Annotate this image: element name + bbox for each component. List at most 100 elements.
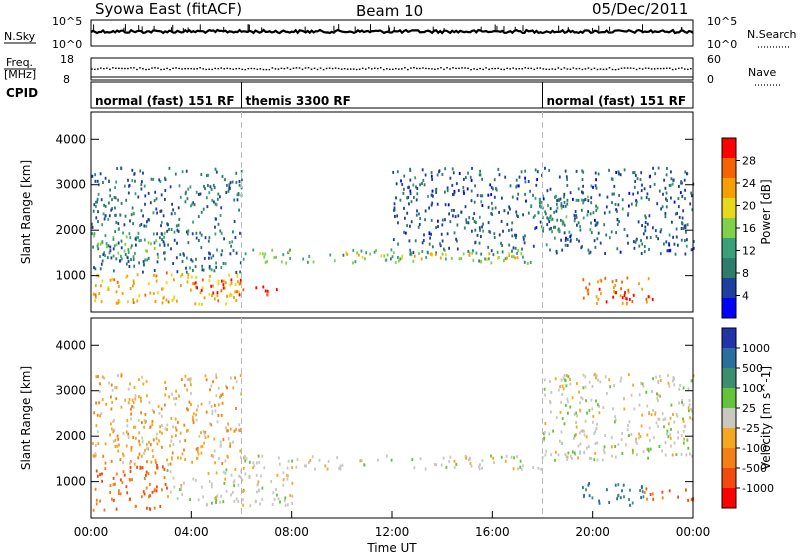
heatmap-cell: [563, 374, 566, 378]
nsky-label: N.Sky: [4, 30, 36, 43]
heatmap-cell: [212, 284, 214, 288]
heatmap-cell: [594, 429, 597, 433]
heatmap-cell: [643, 187, 646, 191]
heatmap-cell: [361, 255, 364, 259]
heatmap-cell: [453, 208, 455, 212]
heatmap-cell: [275, 488, 277, 491]
heatmap-cell: [143, 238, 146, 242]
heatmap-cell: [475, 221, 477, 224]
heatmap-cell: [97, 192, 100, 196]
heatmap-cell: [678, 215, 681, 219]
heatmap-cell: [161, 445, 163, 449]
heatmap-cell: [692, 374, 695, 378]
heatmap-cell: [208, 191, 211, 195]
velocity-panel-bg: [91, 318, 693, 518]
heatmap-cell: [479, 169, 481, 173]
heatmap-cell: [96, 197, 99, 201]
heatmap-cell: [96, 474, 99, 478]
heatmap-cell: [153, 506, 156, 510]
heatmap-cell: [581, 429, 584, 433]
heatmap-cell: [137, 456, 140, 460]
heatmap-cell: [141, 440, 144, 444]
heatmap-cell: [288, 250, 290, 254]
heatmap-cell: [143, 224, 146, 228]
heatmap-cell: [115, 472, 118, 476]
heatmap-cell: [108, 381, 110, 385]
heatmap-cell: [199, 192, 202, 196]
heatmap-cell: [650, 413, 653, 417]
freq-dot: [665, 67, 668, 69]
heatmap-cell: [136, 299, 139, 303]
heatmap-cell: [280, 260, 283, 264]
heatmap-cell: [412, 183, 415, 187]
heatmap-cell: [621, 452, 624, 455]
heatmap-cell: [235, 407, 237, 410]
heatmap-cell: [137, 231, 140, 235]
heatmap-cell: [563, 231, 566, 235]
heatmap-cell: [418, 212, 420, 216]
heatmap-cell: [207, 239, 210, 243]
heatmap-cell: [176, 228, 179, 232]
heatmap-cell: [467, 221, 470, 225]
heatmap-cell: [675, 235, 678, 239]
heatmap-cell: [610, 435, 613, 439]
heatmap-cell: [445, 465, 448, 469]
heatmap-cell: [133, 172, 136, 176]
heatmap-cell: [120, 201, 123, 205]
heatmap-cell: [224, 281, 227, 285]
heatmap-cell: [393, 208, 396, 212]
heatmap-cell: [217, 299, 220, 303]
heatmap-cell: [217, 386, 220, 390]
heatmap-cell: [465, 456, 468, 460]
freq-dot: [641, 68, 644, 70]
heatmap-cell: [561, 219, 564, 223]
heatmap-cell: [569, 382, 572, 386]
heatmap-cell: [690, 497, 693, 501]
heatmap-cell: [125, 262, 128, 266]
heatmap-cell: [628, 434, 630, 437]
heatmap-cell: [235, 497, 238, 501]
heatmap-cell: [113, 439, 115, 443]
heatmap-cell: [685, 230, 687, 234]
cpid-panel: [90, 81, 694, 109]
heatmap-cell: [153, 488, 156, 492]
heatmap-cell: [142, 260, 145, 264]
heatmap-cell: [596, 422, 598, 426]
heatmap-cell: [122, 231, 124, 235]
heatmap-cell: [409, 189, 412, 193]
heatmap-cell: [452, 214, 454, 218]
heatmap-cell: [276, 493, 278, 497]
heatmap-cell: [206, 196, 208, 200]
heatmap-cell: [144, 258, 147, 262]
heatmap-cell: [575, 433, 577, 437]
heatmap-cell: [517, 192, 520, 196]
heatmap-cell: [582, 296, 585, 300]
heatmap-cell: [555, 209, 558, 213]
heatmap-cell: [598, 499, 600, 503]
heatmap-cell: [542, 226, 545, 230]
heatmap-cell: [181, 378, 183, 382]
heatmap-cell: [152, 177, 155, 181]
heatmap-cell: [532, 244, 535, 248]
heatmap-cell: [244, 252, 247, 256]
heatmap-cell: [206, 174, 208, 177]
heatmap-cell: [326, 467, 329, 471]
heatmap-cell: [213, 449, 216, 453]
heatmap-cell: [373, 250, 376, 254]
freq-dot: [190, 67, 192, 70]
heatmap-cell: [643, 245, 646, 248]
freq-dot: [593, 67, 596, 69]
heatmap-cell: [522, 235, 525, 239]
heatmap-cell: [444, 190, 446, 194]
heatmap-cell: [145, 379, 148, 383]
heatmap-cell: [582, 170, 585, 174]
heatmap-cell: [192, 282, 194, 286]
heatmap-cell: [642, 232, 645, 236]
colorbar-tick-label: -500: [742, 462, 767, 475]
heatmap-cell: [156, 211, 158, 215]
heatmap-cell: [470, 178, 473, 182]
heatmap-cell: [455, 237, 457, 241]
nsky-line: [90, 28, 694, 35]
heatmap-cell: [196, 449, 199, 453]
heatmap-cell: [173, 230, 176, 234]
